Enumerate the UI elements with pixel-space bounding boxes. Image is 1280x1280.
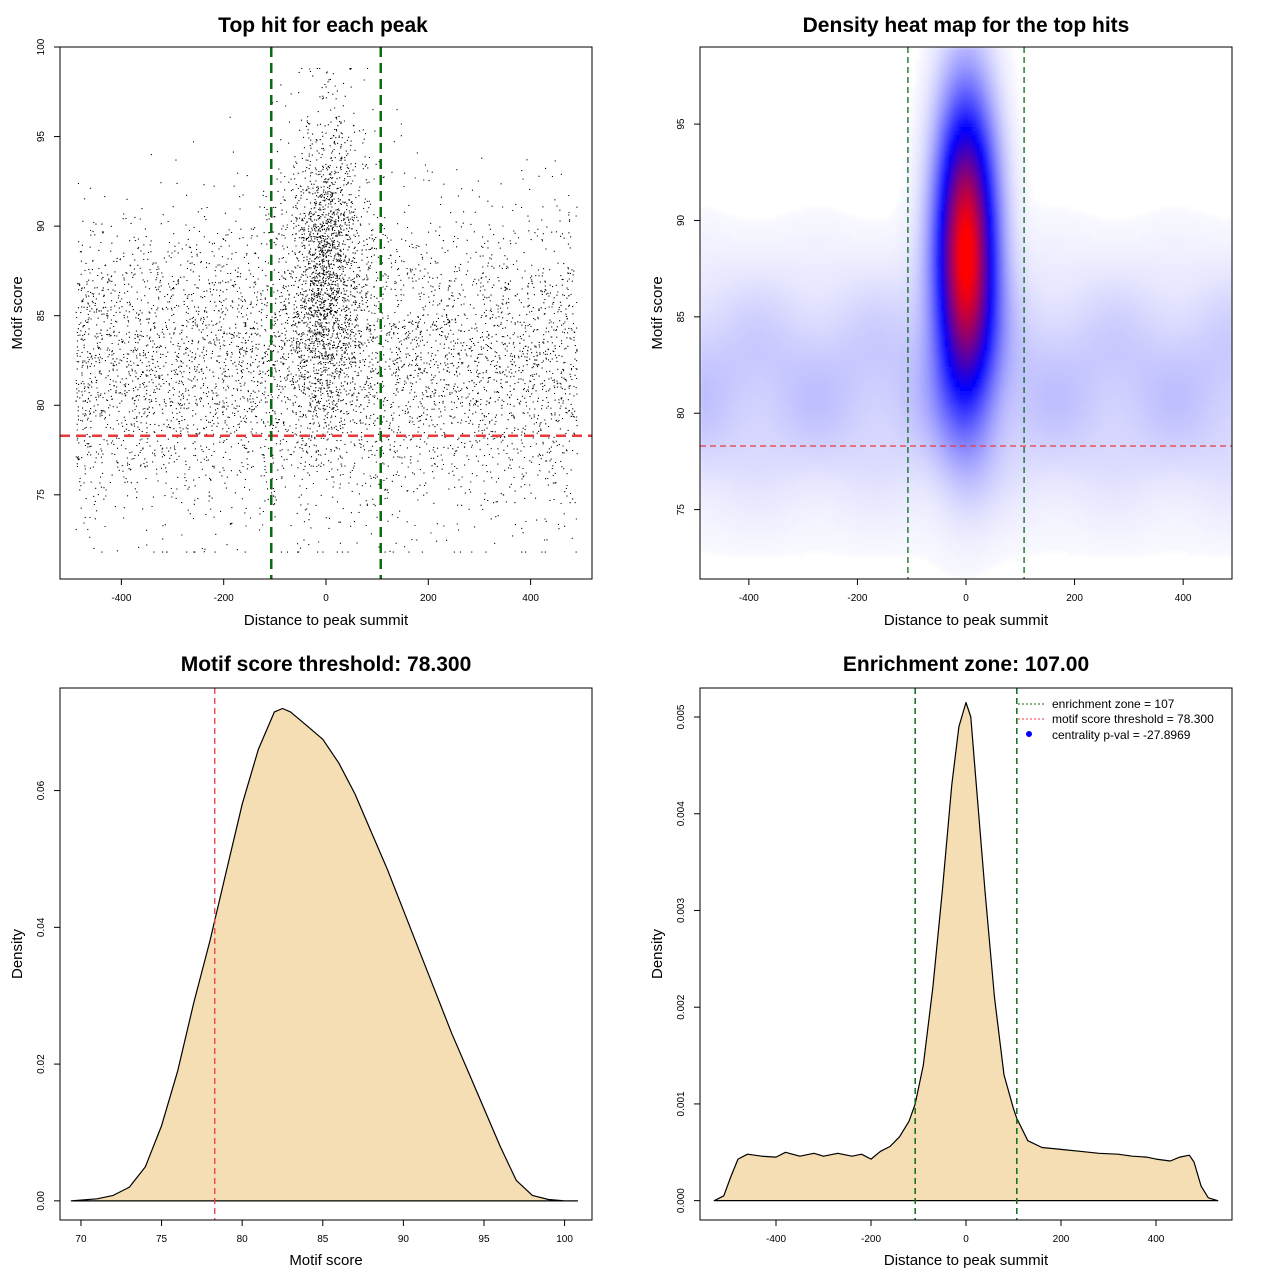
y-tick-label: 75: [36, 489, 47, 501]
distance-density-x-label: Distance to peak summit: [884, 1252, 1049, 1269]
legend-pval-label: centrality p-val = -27.8969: [1052, 728, 1191, 742]
heatmap-y-axis: 75 80 85 90 95: [676, 118, 700, 515]
score-density-x-axis: 70 75 80 85 90 95 100: [75, 1220, 573, 1245]
y-tick-label: 0.003: [676, 898, 687, 923]
x-tick-label: 400: [1175, 593, 1192, 604]
heatmap-density: [700, 47, 1232, 579]
scatter-x-label: Distance to peak summit: [244, 612, 409, 629]
y-tick-label: 0.06: [36, 780, 47, 800]
x-tick-label: 100: [556, 1234, 573, 1245]
y-tick-label: 0.001: [676, 1091, 687, 1116]
heatmap-guide-lines: [700, 47, 1232, 579]
scatter-frame: [59, 46, 593, 580]
scatter-guide-lines: [60, 47, 592, 579]
score-density-area: [70, 707, 579, 1202]
distance-density-guide-lines: [914, 688, 1018, 1220]
x-tick-label: 200: [1053, 1234, 1070, 1245]
x-tick-label: -200: [214, 593, 234, 604]
x-tick-label: -200: [847, 593, 867, 604]
density-curve: [713, 701, 1219, 1202]
distance-density-y-label: Density: [649, 928, 666, 979]
score-density-title: Motif score threshold: 78.300: [181, 653, 472, 676]
distance-density-y-axis: 0.000 0.001 0.002 0.003 0.004 0.005: [676, 704, 700, 1213]
y-tick-label: 0.04: [36, 917, 47, 937]
y-tick-label: 0.000: [676, 1188, 687, 1213]
distance-density-x-axis: -400 -200 0 200 400: [766, 1220, 1165, 1245]
scatter-x-axis: -400 -200 0 200 400: [111, 579, 539, 604]
heatmap-x-label: Distance to peak summit: [884, 612, 1049, 629]
scatter-point-cloud: [75, 67, 578, 553]
y-tick-label: 75: [676, 504, 687, 516]
legend-pval-dot: [1026, 731, 1032, 737]
density-curve: [70, 707, 579, 1202]
y-tick-label: 0.004: [676, 801, 687, 826]
y-tick-label: 90: [36, 220, 47, 232]
x-tick-label: 0: [963, 593, 969, 604]
distance-density-area: [713, 701, 1219, 1202]
y-tick-label: 0.002: [676, 994, 687, 1019]
scatter-y-label: Motif score: [9, 276, 26, 349]
legend-zone-label: enrichment zone = 107: [1052, 697, 1175, 711]
heatmap-cells: [700, 47, 1232, 579]
x-tick-label: 200: [420, 593, 437, 604]
y-tick-label: 95: [676, 118, 687, 130]
score-density-frame: [59, 687, 593, 1221]
distance-density-panel: Enrichment zone: 107.00 -400 -200 0 200 400 …: [649, 653, 1233, 1269]
x-tick-label: 0: [323, 593, 329, 604]
x-tick-label: -200: [861, 1234, 881, 1245]
x-tick-label: 400: [1148, 1234, 1165, 1245]
scatter-points: [75, 67, 578, 553]
x-tick-label: 200: [1066, 593, 1083, 604]
y-tick-label: 0.00: [36, 1191, 47, 1211]
x-tick-label: 75: [156, 1234, 168, 1245]
y-tick-label: 90: [676, 214, 687, 226]
score-density-panel: Motif score threshold: 78.300 70 75 80 85 90…: [9, 653, 593, 1269]
x-tick-label: -400: [766, 1234, 786, 1245]
heatmap-panel: Density heat map for the top hits -400 -2…: [649, 14, 1233, 629]
y-tick-label: 85: [676, 311, 687, 323]
heatmap-x-axis: -400 -200 0 200 400: [739, 579, 1192, 604]
score-density-x-label: Motif score: [289, 1252, 362, 1269]
x-tick-label: 400: [522, 593, 539, 604]
y-tick-label: 95: [36, 131, 47, 143]
legend: enrichment zone = 107 motif score thresh…: [1018, 697, 1214, 742]
x-tick-label: 70: [75, 1234, 87, 1245]
x-tick-label: 95: [478, 1234, 490, 1245]
heatmap-title: Density heat map for the top hits: [803, 14, 1130, 37]
x-tick-label: 80: [237, 1234, 249, 1245]
y-tick-label: 0.02: [36, 1054, 47, 1074]
y-tick-label: 85: [36, 310, 47, 322]
x-tick-label: 90: [398, 1234, 410, 1245]
scatter-title: Top hit for each peak: [218, 14, 428, 37]
distance-density-title: Enrichment zone: 107.00: [843, 653, 1089, 676]
y-tick-label: 0.005: [676, 704, 687, 729]
scatter-panel: Top hit for each peak -400 -200 0 200 400 75…: [9, 14, 593, 629]
score-density-y-axis: 0.00 0.02 0.04 0.06: [36, 780, 60, 1211]
scatter-y-axis: 75 80 85 90 95 100: [36, 38, 60, 500]
heatmap-y-label: Motif score: [649, 276, 666, 349]
legend-threshold-label: motif score threshold = 78.300: [1052, 712, 1214, 726]
score-density-y-label: Density: [9, 928, 26, 979]
x-tick-label: -400: [739, 593, 759, 604]
x-tick-label: 85: [317, 1234, 329, 1245]
y-tick-label: 100: [36, 38, 47, 55]
y-tick-label: 80: [36, 399, 47, 411]
y-tick-label: 80: [676, 407, 687, 419]
x-tick-label: -400: [111, 593, 131, 604]
x-tick-label: 0: [963, 1234, 969, 1245]
